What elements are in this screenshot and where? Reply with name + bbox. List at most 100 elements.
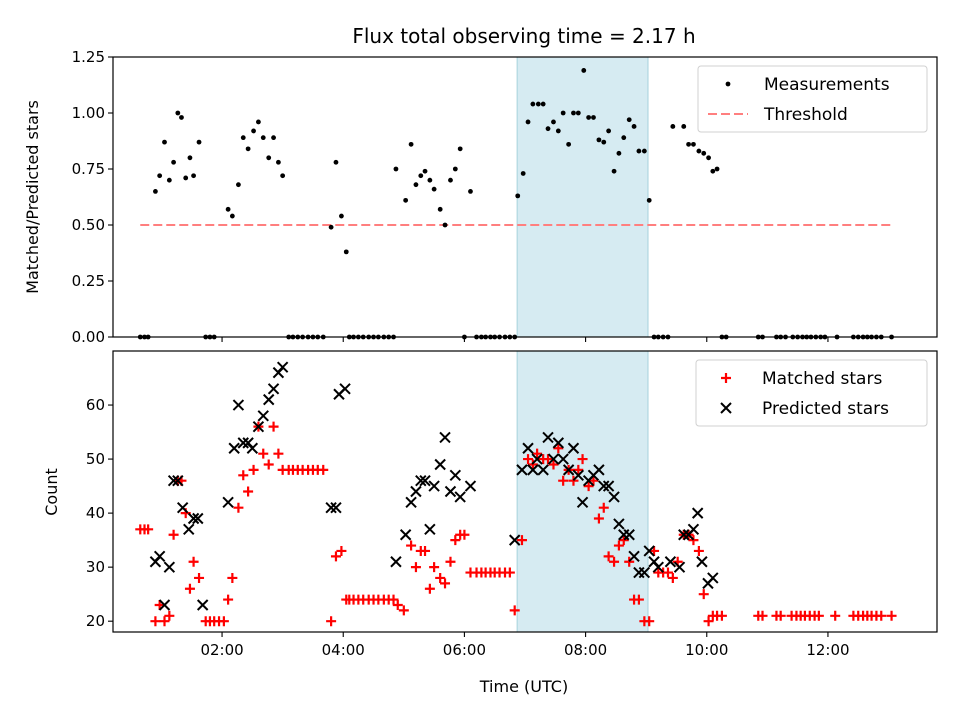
top-dot-point xyxy=(393,166,399,172)
top-dot-point xyxy=(280,173,286,179)
bottom-plus-point xyxy=(703,616,714,627)
top-legend-box xyxy=(697,65,928,133)
bottom-x-point xyxy=(598,480,610,492)
top-dot-point xyxy=(631,124,637,129)
top-dot-point xyxy=(175,110,181,116)
bottom-x-point xyxy=(508,534,521,546)
bottom-x-point xyxy=(593,464,605,476)
bottom-plus-point xyxy=(573,464,584,475)
bottom-plus-point xyxy=(268,421,279,432)
top-legend-label: Measurements xyxy=(764,75,890,95)
top-dot-point xyxy=(581,68,587,73)
x-axis-label: Time (UTC) xyxy=(479,677,568,696)
bottom-plus-point xyxy=(644,616,655,627)
top-dot-point xyxy=(560,110,566,116)
bottom-x-tick-label: 06:00 xyxy=(443,641,486,659)
top-dot-point xyxy=(696,148,702,154)
top-dot-point xyxy=(641,148,647,154)
bottom-x-point xyxy=(557,453,569,465)
bottom-x-point xyxy=(192,512,204,525)
bottom-x-point xyxy=(419,474,431,487)
bottom-plus-point xyxy=(143,524,154,535)
top-dot-point xyxy=(616,150,622,156)
top-dot-point xyxy=(442,222,448,228)
bottom-x-point xyxy=(652,561,665,573)
bottom-axes-frame xyxy=(112,350,938,633)
top-dot-point xyxy=(437,206,443,212)
bottom-x-point xyxy=(187,512,200,525)
top-y-tick-label: 0.50 xyxy=(72,216,105,234)
bottom-x-point xyxy=(522,442,534,454)
top-dot-point xyxy=(171,159,176,165)
bottom-plus-point xyxy=(553,443,564,454)
bottom-x-point xyxy=(576,496,589,509)
top-dot-point xyxy=(191,173,196,179)
bottom-plus-point xyxy=(543,454,554,465)
bottom-x-point xyxy=(678,529,690,541)
bottom-y-axis-label: Count xyxy=(42,468,61,516)
bottom-x-point xyxy=(325,502,337,514)
bottom-x-point xyxy=(424,523,436,536)
bottom-x-point xyxy=(330,502,342,514)
bottom-x-point xyxy=(428,480,440,492)
top-dot-point xyxy=(196,139,202,145)
bottom-x-point xyxy=(158,599,171,611)
bottom-plus-point xyxy=(392,599,403,610)
top-dot-point xyxy=(586,115,592,120)
bottom-x-point xyxy=(608,491,620,503)
bottom-x-point xyxy=(537,464,549,476)
bottom-x-point xyxy=(572,469,585,481)
bottom-x-point xyxy=(257,410,269,422)
bottom-x-point xyxy=(623,529,635,541)
bottom-x-point xyxy=(267,383,280,395)
chart-title: Flux total observing time = 2.17 h xyxy=(352,24,695,48)
bottom-x-point xyxy=(696,556,708,568)
top-dot-point xyxy=(706,155,711,161)
top-y-tick-label: 1.25 xyxy=(72,48,105,66)
bottom-y-tick-label: 50 xyxy=(86,450,105,468)
bottom-legend-box xyxy=(695,359,928,427)
top-dot-point xyxy=(575,110,581,116)
top-dot-point xyxy=(606,128,612,134)
bottom-plus-point xyxy=(523,454,534,465)
bottom-plus-point xyxy=(233,502,244,513)
top-dot-point xyxy=(525,119,531,125)
bottom-plus-point xyxy=(159,616,170,627)
bottom-plus-point xyxy=(603,551,614,562)
top-dot-point xyxy=(418,173,424,179)
bottom-plus-point xyxy=(568,475,579,486)
bottom-x-point xyxy=(439,431,451,444)
top-dot-point xyxy=(403,197,409,203)
top-dot-point xyxy=(413,182,419,188)
bottom-x-tick-label: 12:00 xyxy=(806,641,849,659)
top-y-tick-label: 1.00 xyxy=(72,104,105,122)
bottom-y-tick-label: 60 xyxy=(86,396,105,414)
bottom-plus-point xyxy=(450,535,461,546)
top-dot-point xyxy=(408,141,414,147)
bottom-x-point xyxy=(263,393,275,406)
bottom-x-point xyxy=(643,545,655,557)
bottom-x-point xyxy=(252,420,265,433)
bottom-plus-point xyxy=(698,589,709,600)
bottom-x-point xyxy=(228,442,240,454)
top-dot-point xyxy=(236,182,241,188)
bottom-x-point xyxy=(613,518,625,530)
top-dot-point xyxy=(686,141,691,147)
bottom-x-point xyxy=(415,474,427,487)
bottom-plus-point xyxy=(258,448,269,459)
bottom-plus-point xyxy=(168,529,179,540)
bottom-x-point xyxy=(153,550,166,563)
bottom-plus-point xyxy=(420,545,431,556)
bottom-x-point xyxy=(531,453,543,465)
top-dot-point xyxy=(601,139,607,145)
top-axes-frame xyxy=(112,56,938,338)
top-y-tick-label: 0.75 xyxy=(72,160,105,178)
bottom-plus-point xyxy=(188,556,199,567)
top-dot-point xyxy=(636,148,642,154)
top-dot-point xyxy=(271,135,276,141)
bottom-series-1 xyxy=(149,361,719,611)
top-dot-point xyxy=(555,128,561,134)
top-dot-point xyxy=(179,115,184,120)
bottom-plus-point xyxy=(336,545,347,556)
top-dot-point xyxy=(566,141,572,147)
